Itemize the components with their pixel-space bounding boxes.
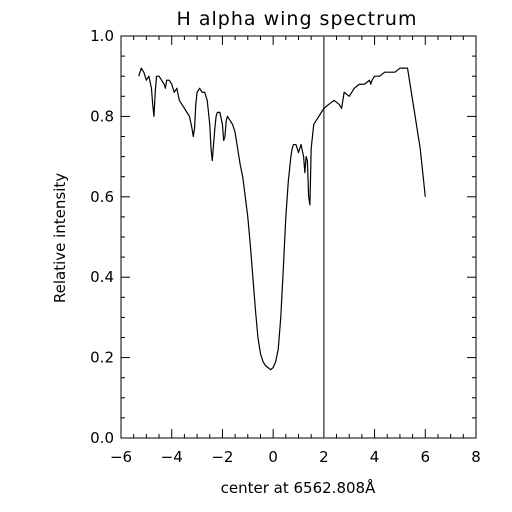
y-tick-label: 0.0 — [90, 429, 114, 447]
x-tick-label: 4 — [370, 448, 380, 466]
y-tick-label: 0.6 — [90, 188, 114, 206]
y-tick-label: 0.2 — [90, 349, 114, 367]
x-tick-label: 0 — [268, 448, 278, 466]
x-tick-label: −6 — [110, 448, 132, 466]
chart-title: H alpha wing spectrum — [177, 8, 418, 30]
y-axis-label: Relative intensity — [51, 173, 69, 303]
y-tick-label: 0.8 — [90, 107, 114, 125]
x-tick-label: −4 — [161, 448, 183, 466]
x-tick-label: 2 — [319, 448, 329, 466]
x-tick-label: 8 — [471, 448, 481, 466]
y-tick-label: 0.4 — [90, 268, 114, 286]
x-tick-label: −2 — [211, 448, 233, 466]
spectrum-line — [138, 67, 426, 371]
x-tick-label: 6 — [421, 448, 431, 466]
y-tick-label: 1.0 — [90, 27, 114, 45]
plot-frame — [120, 35, 477, 439]
x-axis-label: center at 6562.808Å — [221, 478, 376, 497]
plot-area: −6 −4 −2 0 2 4 6 8 0.0 0.2 0.4 0.6 0.8 1.0 — [90, 27, 481, 466]
